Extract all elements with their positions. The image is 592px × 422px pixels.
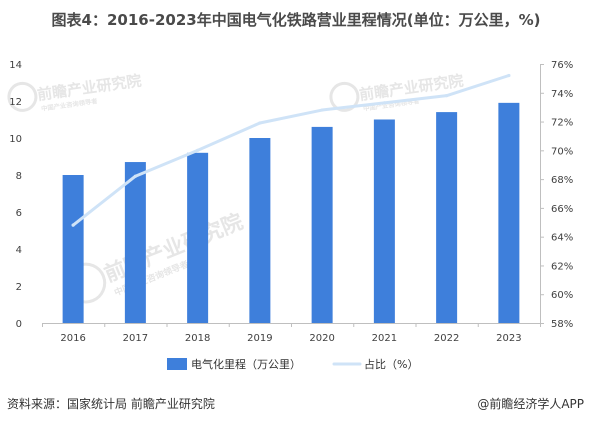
y-right-tick-label: 76% [551,60,573,71]
y-right-tick-label: 74% [551,89,573,100]
x-tick-label: 2020 [309,333,334,344]
watermark-logo-icon [7,81,38,112]
x-tick-label: 2016 [60,333,85,344]
line-point-2016 [71,223,75,227]
line-point-2022 [445,94,449,98]
axes: 0 2 4 6 8 10 12 14 58% 60% 62% 64% 66% 68% 70% 72% 74% 76… [9,60,573,344]
x-tick-label: 2017 [123,333,148,344]
y-right-tick-label: 62% [551,261,573,272]
bar-2022 [436,112,458,323]
y-left-tick-label: 14 [9,60,22,71]
y-left-tick-label: 8 [16,171,22,182]
x-tick-label: 2022 [434,333,459,344]
line-point-2019 [258,121,262,125]
bar-2021 [373,119,395,323]
bar-2017 [124,162,146,323]
legend-swatch-bar [167,358,187,370]
x-tick-label: 2023 [496,333,521,344]
y-right-tick-label: 70% [551,146,573,157]
line-point-2017 [133,174,137,178]
chart-title: 图表4：2016-2023年中国电气化铁路营业里程情况(单位：万公里，%) [51,11,541,29]
y-right-tick-label: 64% [551,233,573,244]
x-tick-label: 2019 [247,333,272,344]
y-left-tick-label: 0 [16,319,22,330]
line-point-2020 [320,108,324,112]
bar-2019 [249,138,271,323]
legend-label-bar: 电气化里程（万公里） [191,357,301,371]
bar-2020 [311,126,333,324]
y-right-tick-label: 60% [551,290,573,301]
y-left-tick-label: 12 [9,97,22,108]
y-left-tick-label: 10 [9,134,22,145]
y-left-tick-label: 4 [16,245,22,256]
line-point-2023 [507,73,511,78]
y-right-tick-label: 68% [551,175,573,186]
y-left-tick-label: 6 [16,208,22,219]
source-note: 资料来源：国家统计局 前瞻产业研究院 [7,397,215,411]
line-share-percent [71,74,511,227]
x-tick-label: 2018 [185,333,210,344]
y-right-tick-label: 58% [551,319,573,330]
bar-2018 [187,152,209,323]
watermark-logo-icon [329,81,360,112]
brand-credit: @前瞻经济学人APP [477,397,584,411]
line-point-2021 [382,101,386,105]
line-point-2018 [196,148,200,152]
legend-label-line: 占比（%） [364,357,418,371]
bar-2023 [498,102,520,323]
y-right-tick-label: 66% [551,204,573,215]
bar-2016 [62,175,84,323]
y-right-tick-label: 72% [551,118,573,129]
legend: 电气化里程（万公里） 占比（%） [167,357,418,371]
line-series [71,73,511,227]
x-tick-label: 2021 [372,333,397,344]
y-left-tick-label: 2 [16,282,22,293]
bar-series [62,102,520,324]
